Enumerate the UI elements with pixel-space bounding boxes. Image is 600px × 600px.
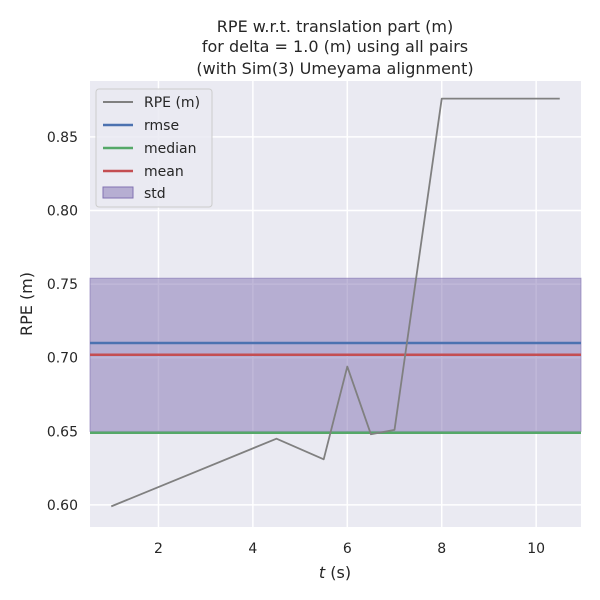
y-tick-label: 0.75 [47, 277, 78, 293]
legend-label-rmse: rmse [144, 118, 179, 134]
y-tick-label: 0.80 [47, 204, 78, 220]
legend-label-std: std [144, 186, 166, 202]
title-line-1: RPE w.r.t. translation part (m) [217, 17, 453, 36]
y-tick-label: 0.65 [47, 424, 78, 440]
y-tick-label: 0.70 [47, 351, 78, 367]
legend-label-rpe: RPE (m) [144, 95, 200, 111]
title-line-3: (with Sim(3) Umeyama alignment) [196, 59, 473, 78]
chart-title: RPE w.r.t. translation part (m) for delt… [196, 17, 473, 78]
y-tick-labels: 0.60 0.65 0.70 0.75 0.80 0.85 [47, 130, 78, 514]
x-tick-labels: 2 4 6 8 10 [154, 541, 545, 557]
series-line-rpe [110, 97, 560, 508]
legend-swatch-std [102, 186, 134, 199]
x-tick-label: 2 [154, 541, 163, 557]
x-axis-unit: (s) [325, 563, 351, 582]
x-axis-var: t [319, 563, 326, 582]
x-tick-label: 4 [248, 541, 257, 557]
y-tick-label: 0.60 [47, 498, 78, 514]
y-axis-label: RPE (m) [17, 272, 36, 336]
x-tick-label: 8 [437, 541, 446, 557]
y-tick-label: 0.85 [47, 130, 78, 146]
title-line-2: for delta = 1.0 (m) using all pairs [202, 37, 468, 56]
legend-box [95, 88, 213, 208]
x-tick-label: 10 [527, 541, 545, 557]
x-axis-label: t (s) [319, 563, 351, 582]
legend: RPE (m) rmse median mean std [95, 88, 213, 208]
series [110, 97, 560, 508]
legend-label-median: median [144, 141, 196, 157]
stat-lines [90, 341, 581, 435]
x-tick-label: 6 [343, 541, 352, 557]
legend-label-mean: mean [144, 164, 184, 180]
